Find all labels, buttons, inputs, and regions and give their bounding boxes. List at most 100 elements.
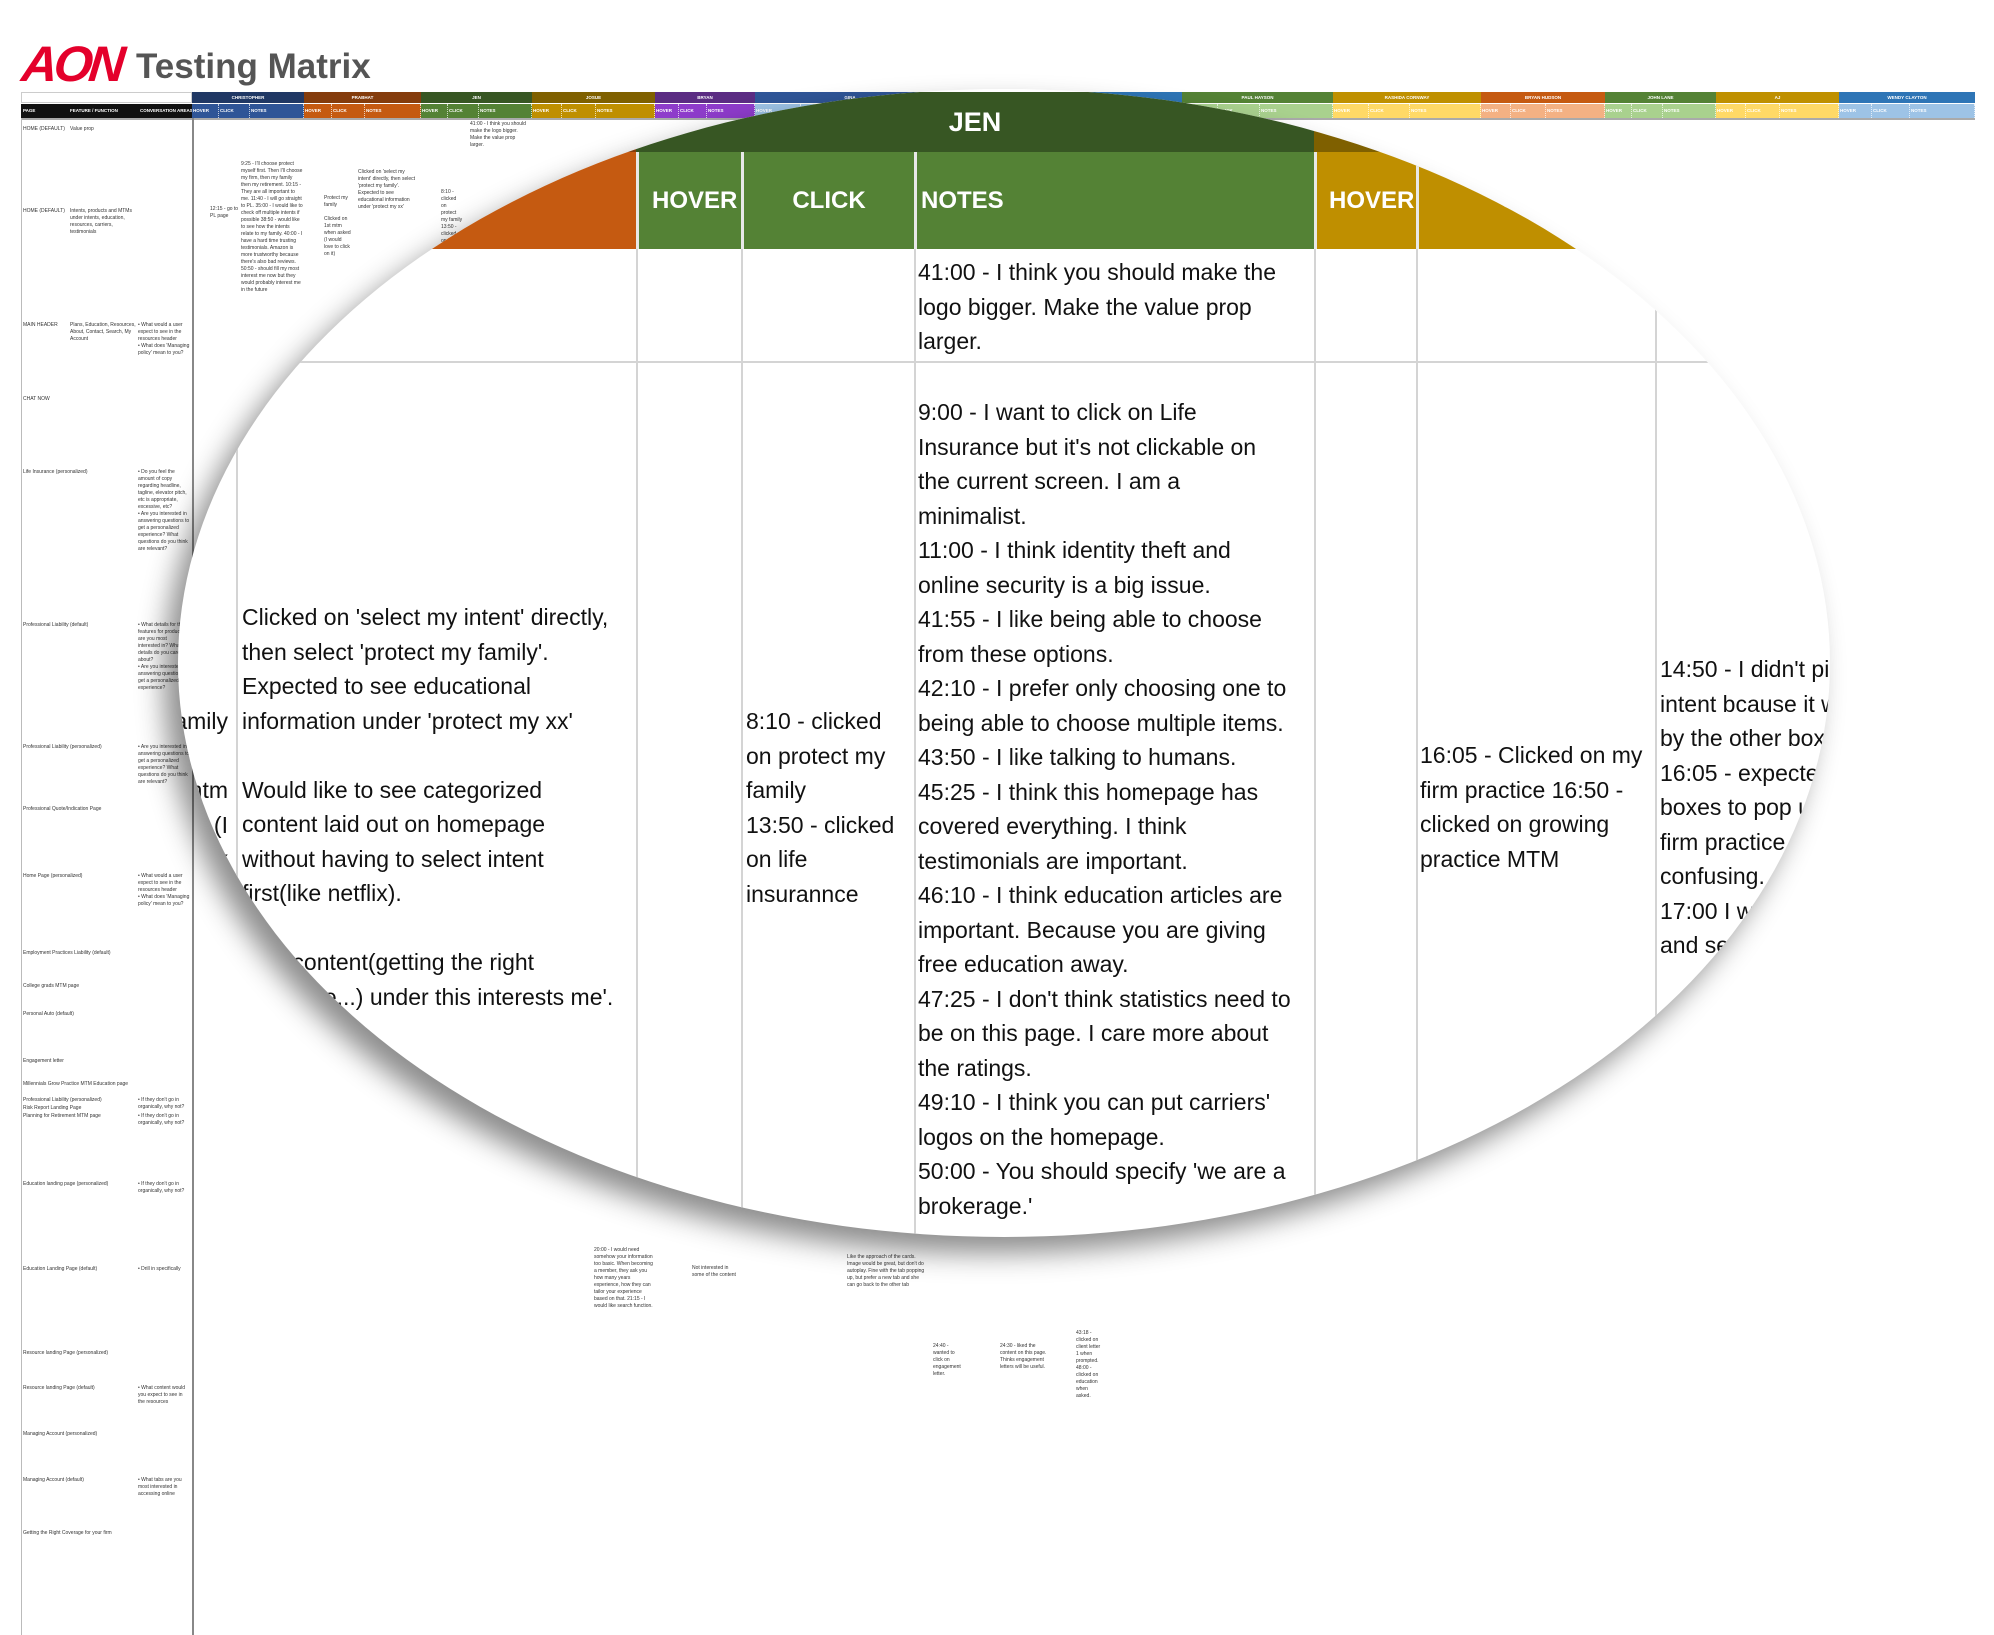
col-header-feature: FEATURE / FUNCTION	[70, 108, 118, 113]
header-left-blank	[21, 92, 192, 103]
row-conversation: • What details for the features for prod…	[138, 622, 189, 691]
note-cell: 9:25 - I'll choose protect myself first.…	[241, 161, 303, 293]
text-line: 'The content(getting the right	[242, 949, 535, 975]
text-line: would love to click	[178, 846, 228, 872]
text-line: without having to select intent	[242, 845, 544, 872]
text-line	[178, 739, 228, 774]
participant-sub-header: NOTES	[250, 104, 304, 118]
participant-sub-header: CLICK	[562, 104, 596, 118]
text-line: 8:10 - clicked	[746, 708, 882, 734]
header-left-black	[21, 104, 192, 118]
text-line: be on this page. I care more about	[918, 1020, 1269, 1046]
text-line: on life	[746, 846, 808, 872]
text-line	[242, 738, 613, 773]
lens-sub-jen-notes: NOTES	[914, 152, 1314, 249]
note-cell: 12:15 - go to PL page	[210, 206, 239, 219]
lens-grid-line	[914, 249, 916, 1237]
note-cell: 43:18 - clicked on client letter 1 when …	[1076, 1330, 1101, 1399]
text-line: firm practice 16:50 -	[1420, 776, 1624, 803]
text-line: larger.	[918, 328, 982, 354]
text-line: Insurance but it's not clickable on	[918, 433, 1257, 460]
text-line: brokerage.'	[918, 1192, 1033, 1219]
col-header-conversation: CONVERSATION AREAS	[140, 108, 193, 113]
text-line: on it)	[178, 880, 228, 907]
row-conversation: • What content would you expect to see i…	[138, 1385, 186, 1405]
participant-sub-header: NOTES	[1780, 104, 1839, 118]
text-line: important. Because you are giving	[918, 916, 1266, 943]
participant-sub-header: NOTES	[1260, 104, 1333, 118]
participant-sub-header: CLICK	[219, 104, 250, 118]
text-line: free education away.	[918, 951, 1129, 977]
text-line: 50:00 - You should specify 'we are a	[918, 1158, 1286, 1184]
participant-band: JEN	[421, 92, 532, 103]
text-line: 17:00 I want	[1660, 897, 1786, 924]
row-conversation: • What tabs are you most interested in a…	[138, 1477, 182, 1497]
lens-grid-line	[741, 249, 743, 1237]
participant-sub-header: CLICK	[1511, 104, 1546, 118]
row-feature: Value prop	[70, 126, 94, 132]
lens-grid-line	[1655, 249, 1657, 1237]
text-line: coverage...) under this interests me'.	[242, 983, 614, 1010]
text-line: Clicked on 1st mtm	[178, 777, 228, 803]
text-line: 16:05 - Clicked on my	[1420, 742, 1643, 768]
participant-sub-header: NOTES	[707, 104, 755, 118]
participant-sub-header: NOTES	[1410, 104, 1481, 118]
row-page: HOME (DEFAULT)	[23, 208, 65, 214]
text-line: covered everything. I think	[918, 813, 1187, 839]
row-page: Personal Auto (default)	[23, 1011, 74, 1017]
text-line: 14:50 - I didn't pick	[1660, 656, 1853, 682]
text-line: logos on the homepage.	[918, 1123, 1165, 1150]
text-line: from these options.	[918, 640, 1114, 667]
text-line: 9:00 - I want to click on Life	[918, 399, 1197, 425]
participant-sub-header: HOVER	[1839, 104, 1872, 118]
row-page: Resource landing Page (personalized)	[23, 1350, 109, 1356]
text-line: 41:00 - I think you should make the	[918, 259, 1276, 285]
participant-sub-header: HOVER	[421, 104, 448, 118]
text-line: 13:50 - clicked	[746, 811, 895, 838]
participant-sub-header: CLICK	[1369, 104, 1410, 118]
participant-band: GINA	[755, 92, 945, 103]
row-page: Professional Liability (personalized)	[23, 1097, 102, 1103]
lens-band-jen: JEN	[636, 92, 1314, 152]
lens-sub-josue-hover: HOVER	[1314, 152, 1416, 249]
participant-band: PRABHAT	[304, 92, 421, 103]
text-line: the current screen. I am a	[918, 468, 1181, 494]
participant-sub-header: NOTES	[365, 104, 421, 118]
participant-sub-header: CLICK	[332, 104, 365, 118]
row-page: Managing Account (personalized)	[23, 1431, 98, 1437]
row-page: Getting the Right Coverage for your firm	[23, 1530, 112, 1536]
note-cell: Like the approach of the cards. Image wo…	[847, 1254, 925, 1288]
participant-sub-header: NOTES	[596, 104, 655, 118]
participant-sub-header: NOTES	[1663, 104, 1716, 118]
lens-josue-click-text: 16:05 - Clicked on my firm practice 16:50…	[1420, 738, 1642, 876]
text-line: by the other boxes	[1660, 725, 1850, 751]
text-line: confusing.	[1660, 863, 1765, 889]
row-page: Resource landing Page (default)	[23, 1385, 95, 1391]
participant-sub-header: HOVER	[532, 104, 562, 118]
participant-sub-header: HOVER	[655, 104, 679, 118]
table-left-border	[21, 118, 22, 1635]
text-line: 16:05 - expected	[1660, 759, 1832, 786]
text-line: being able to choose multiple items.	[918, 709, 1284, 736]
participant-sub-header: HOVER	[1481, 104, 1511, 118]
lens-row-line	[178, 361, 1830, 363]
row-feature: Plans, Education, Resources, About, Cont…	[70, 322, 136, 342]
lens-sub-prabhat-click	[178, 152, 236, 249]
participant-band: PAUL HAYSON	[1182, 92, 1333, 103]
text-line: insurannce	[746, 880, 859, 907]
lens-prabhat-click-text: Protect my family Clicked on 1st mtm when …	[178, 704, 228, 911]
row-page: Professional Liability (personalized)	[23, 744, 102, 750]
lens-josue-notes-text: 14:50 - I didn't pick intent bcause it wa…	[1660, 652, 1853, 963]
participant-sub-header: CLICK	[1632, 104, 1663, 118]
row-conversation: • What would a user expect to see in the…	[138, 873, 190, 907]
row-conversation: • Drill in specifically	[138, 1266, 181, 1272]
row-conversation: • What would a user expect to see in the…	[138, 322, 190, 356]
row-page: Planning for Retirement MTM page	[23, 1113, 101, 1119]
participant-sub-header: CLICK	[448, 104, 479, 118]
row-page: Millennials Grow Practice MTM Education …	[23, 1081, 129, 1087]
row-page: College grads MTM page	[23, 983, 80, 989]
row-page: Risk Report Landing Page	[23, 1105, 82, 1111]
text-line: and see	[1660, 932, 1742, 958]
